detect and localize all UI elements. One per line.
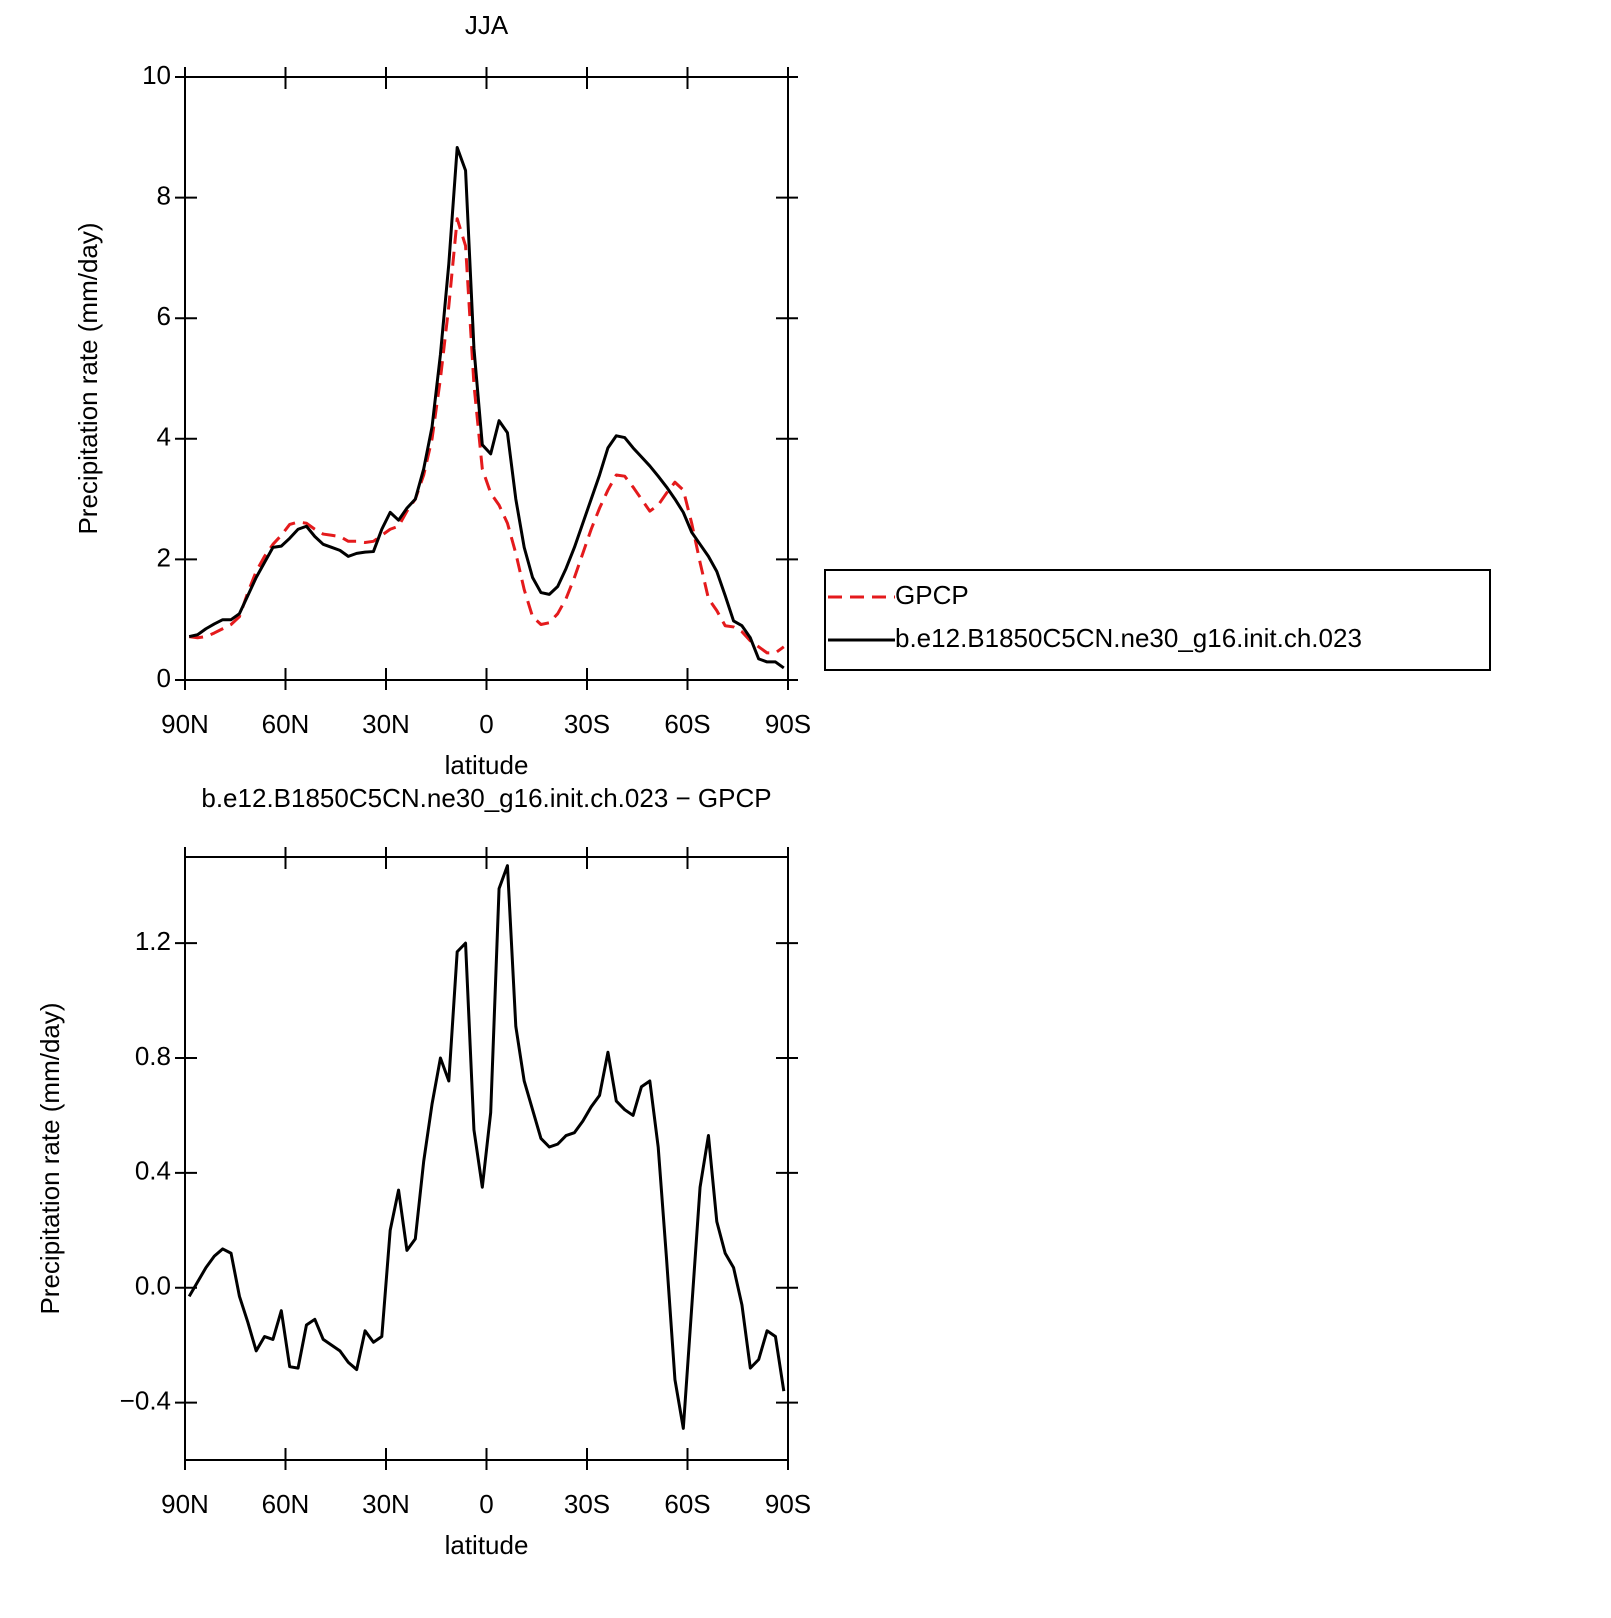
legend-label: GPCP (895, 580, 969, 610)
legend-box (824, 569, 1491, 671)
y-tick-label: 0.8 (135, 1041, 171, 1071)
chart-title: JJA (465, 10, 509, 40)
data-line (187, 864, 786, 1430)
x-axis-label: latitude (445, 750, 529, 780)
y-tick-label: 0.4 (135, 1156, 171, 1186)
y-tick-label: 2 (157, 542, 171, 572)
y-tick-label: 6 (157, 301, 171, 331)
y-tick-label: 1.2 (135, 926, 171, 956)
y-tick-label: 10 (142, 60, 171, 90)
x-tick-label: 90N (161, 1489, 209, 1519)
x-axis-label: latitude (445, 1530, 529, 1560)
x-tick-label: 90S (765, 1489, 811, 1519)
y-tick-label: 8 (157, 180, 171, 210)
x-tick-label: 60N (262, 1489, 310, 1519)
x-tick-label: 90N (161, 709, 209, 739)
y-axis-label: Precipitation rate (mm/day) (35, 1002, 65, 1314)
x-tick-label: 0 (479, 1489, 493, 1519)
data-line (188, 146, 785, 670)
x-tick-label: 0 (479, 709, 493, 739)
data-line (188, 217, 785, 655)
x-tick-label: 60N (262, 709, 310, 739)
x-tick-label: 30S (564, 709, 610, 739)
chart-title: b.e12.B1850C5CN.ne30_g16.init.ch.023 − G… (201, 783, 771, 813)
x-tick-label: 90S (765, 709, 811, 739)
y-axis-label: Precipitation rate (mm/day) (73, 222, 103, 534)
y-tick-label: 4 (157, 422, 171, 452)
x-tick-label: 60S (664, 709, 710, 739)
x-tick-label: 30S (564, 1489, 610, 1519)
x-tick-label: 30N (362, 1489, 410, 1519)
plot-frame (184, 76, 789, 681)
x-tick-label: 60S (664, 1489, 710, 1519)
x-tick-label: 30N (362, 709, 410, 739)
y-tick-label: 0.0 (135, 1271, 171, 1301)
legend-label: b.e12.B1850C5CN.ne30_g16.init.ch.023 (895, 623, 1362, 653)
y-tick-label: 0 (157, 663, 171, 693)
y-tick-label: −0.4 (120, 1385, 171, 1415)
